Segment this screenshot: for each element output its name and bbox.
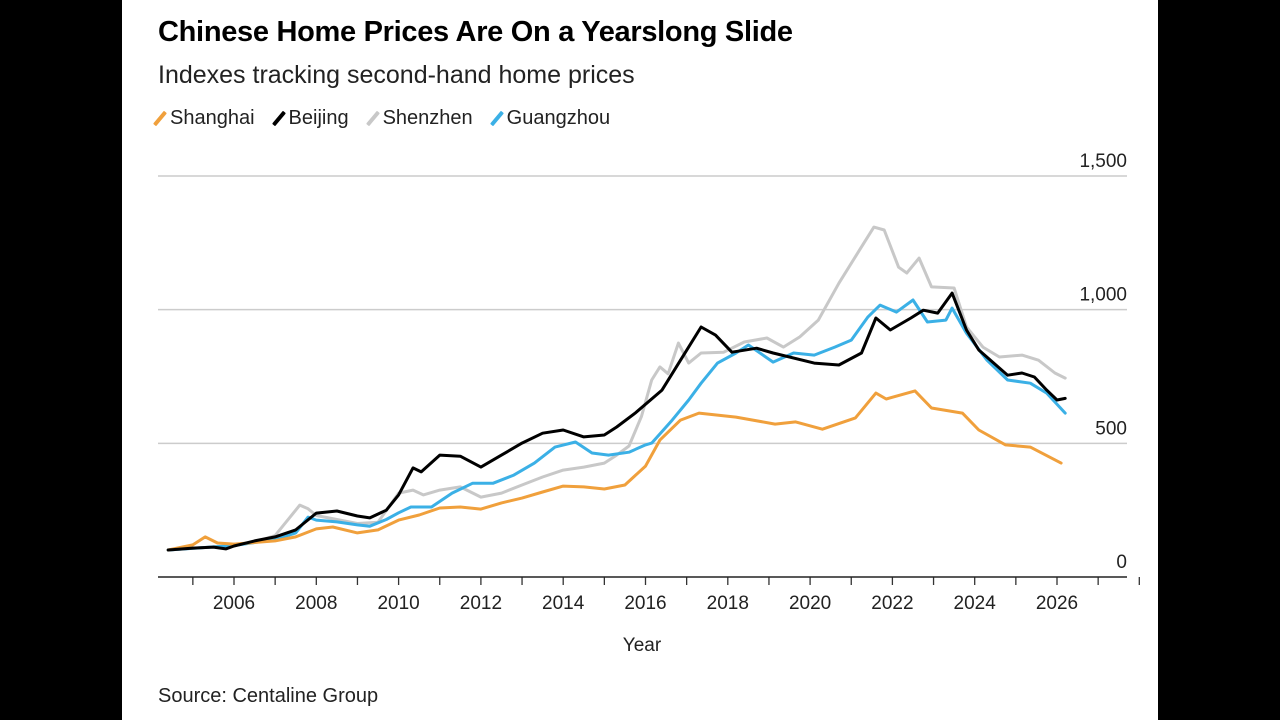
x-tick-label: 2020: [789, 593, 831, 614]
legend-label: Shenzhen: [382, 107, 473, 129]
series-line-shenzhen: [166, 225, 1067, 552]
legend: Shanghai Beijing Shenzhen Guangzhou: [153, 107, 611, 130]
x-tick-label: 2012: [460, 593, 502, 614]
x-axis-label: Year: [623, 635, 662, 656]
x-tick-label: 2008: [295, 593, 337, 614]
x-tick-label: 2022: [871, 593, 913, 614]
x-tick-label: 2024: [954, 593, 997, 614]
x-tick-label: 2026: [1036, 593, 1078, 614]
legend-item-shanghai: Shanghai: [153, 107, 255, 130]
y-tick-label: 1,500: [1079, 151, 1127, 172]
x-tick-label: 2016: [624, 593, 666, 614]
y-tick-label: 1,000: [1079, 285, 1127, 306]
legend-label: Shanghai: [170, 107, 255, 129]
series-line-shanghai: [166, 389, 1063, 552]
x-tick-label: 2006: [213, 593, 255, 614]
legend-item-shenzhen: Shenzhen: [365, 107, 473, 130]
source-note: Source: Centaline Group: [158, 685, 379, 707]
y-tick-label: 0: [1116, 552, 1127, 573]
chart-title: Chinese Home Prices Are On a Yearslong S…: [158, 16, 793, 48]
chart-subtitle: Indexes tracking second-hand home prices: [158, 61, 635, 89]
series-line-guangzhou: [166, 298, 1067, 552]
x-tick-label: 2014: [542, 593, 585, 614]
legend-item-beijing: Beijing: [271, 107, 349, 130]
x-tick-label: 2010: [377, 593, 419, 614]
legend-item-guangzhou: Guangzhou: [489, 107, 611, 130]
legend-label: Beijing: [288, 107, 349, 129]
series-line-beijing: [166, 291, 1067, 552]
x-tick-label: 2018: [707, 593, 749, 614]
y-tick-label: 500: [1095, 418, 1127, 439]
legend-label: Guangzhou: [506, 107, 611, 129]
